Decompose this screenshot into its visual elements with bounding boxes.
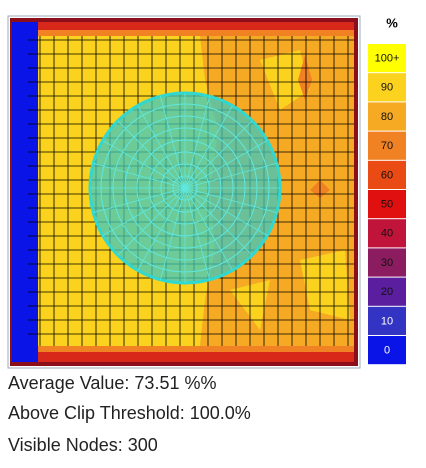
- legend-swatch: [368, 102, 406, 131]
- circle-mesh: [90, 93, 280, 283]
- contour-plot: [7, 15, 361, 369]
- mesh-spoke: [184, 120, 253, 189]
- mesh-spoke: [93, 187, 186, 213]
- stat-line: Average Value: 73.51 %%: [8, 373, 216, 393]
- legend-swatch: [368, 219, 406, 248]
- mesh-spoke: [102, 187, 186, 236]
- mesh-spoke: [184, 187, 268, 236]
- legend-label: 60: [381, 169, 393, 181]
- legend-label: 10: [381, 315, 393, 327]
- legend-swatch: [368, 73, 406, 102]
- legend-swatch: [368, 44, 406, 73]
- legend-label: 30: [381, 257, 393, 269]
- legend-swatch: [368, 131, 406, 160]
- mesh-grid: [28, 36, 354, 346]
- mesh-spoke: [184, 187, 210, 280]
- legend-label: 20: [381, 286, 393, 298]
- legend-label: 50: [381, 199, 393, 211]
- mesh-spoke: [93, 163, 186, 189]
- legend-swatch: [368, 336, 406, 365]
- mesh-spoke: [137, 105, 186, 189]
- legend-swatch: [368, 190, 406, 219]
- legend-label: 70: [381, 140, 393, 152]
- mesh-spoke: [184, 105, 233, 189]
- legend-swatch: [368, 248, 406, 277]
- legend-label: 40: [381, 228, 393, 240]
- legend-label: 0: [384, 345, 390, 357]
- mesh-spoke: [160, 96, 186, 189]
- mesh-spoke: [184, 187, 277, 213]
- legend-swatch: [368, 160, 406, 189]
- stat-line: Above Clip Threshold: 100.0%: [8, 403, 251, 423]
- mesh-spoke: [117, 187, 186, 256]
- mesh-spoke: [184, 187, 253, 256]
- mesh-spoke: [184, 140, 268, 189]
- blue-band: [12, 22, 38, 362]
- legend-label: 80: [381, 111, 393, 123]
- mesh-spoke: [160, 187, 186, 280]
- mesh-spoke: [184, 96, 210, 189]
- mesh-spoke: [117, 120, 186, 189]
- mesh-spoke: [102, 140, 186, 189]
- stat-line: Visible Nodes: 300: [8, 435, 158, 455]
- legend-label: 90: [381, 82, 393, 94]
- legend-swatch: [368, 277, 406, 306]
- legend: 100+ 90 80 70 60 50 40 30 20 10 0: [368, 44, 406, 365]
- legend-label: 100+: [375, 53, 400, 65]
- mesh-spoke: [184, 187, 233, 271]
- mesh-spoke: [184, 163, 277, 189]
- mesh-spoke: [137, 187, 186, 271]
- legend-title: %: [386, 15, 398, 30]
- legend-swatch: [368, 306, 406, 335]
